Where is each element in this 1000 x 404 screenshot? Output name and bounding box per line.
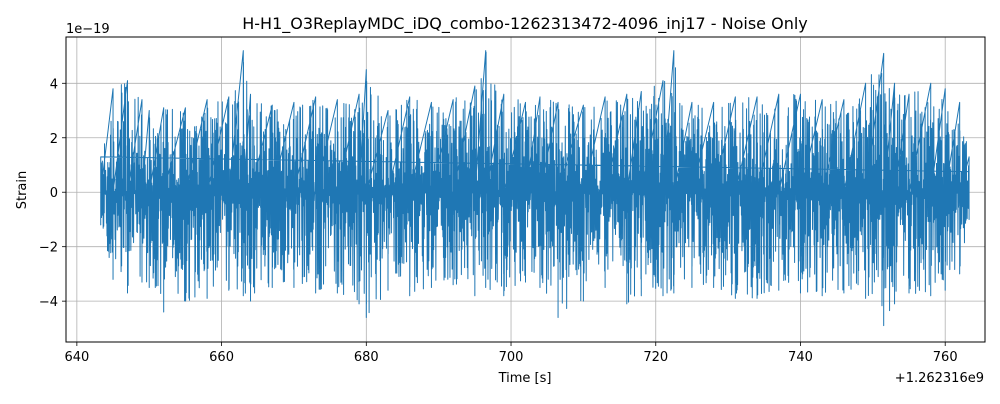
y-tick-label: 0 xyxy=(50,186,58,201)
chart-title: H-H1_O3ReplayMDC_iDQ_combo-1262313472-40… xyxy=(242,14,808,34)
y-tick-label: −2 xyxy=(39,241,58,256)
y-scale-label: 1e−19 xyxy=(66,22,110,37)
strain-series-line xyxy=(100,50,970,327)
x-tick-label: 720 xyxy=(643,350,668,365)
y-tick-label: 4 xyxy=(50,77,58,92)
x-offset-label: +1.262316e9 xyxy=(895,371,984,386)
y-ticks: −4 −2 0 2 4 xyxy=(39,77,66,310)
plot-frame xyxy=(65,36,986,343)
x-tick-label: 640 xyxy=(64,350,89,365)
x-tick-label: 760 xyxy=(933,350,958,365)
x-axis-label: Time [s] xyxy=(498,371,552,386)
x-tick-label: 700 xyxy=(499,350,524,365)
series-layer xyxy=(100,50,970,327)
y-axis-label: Strain xyxy=(15,171,30,210)
y-tick-label: 2 xyxy=(50,132,58,147)
x-tick-label: 740 xyxy=(788,350,813,365)
y-tick-label: −4 xyxy=(39,295,58,310)
x-ticks: 640 660 680 700 720 740 760 xyxy=(64,342,958,365)
x-tick-label: 680 xyxy=(354,350,379,365)
x-tick-label: 660 xyxy=(209,350,234,365)
